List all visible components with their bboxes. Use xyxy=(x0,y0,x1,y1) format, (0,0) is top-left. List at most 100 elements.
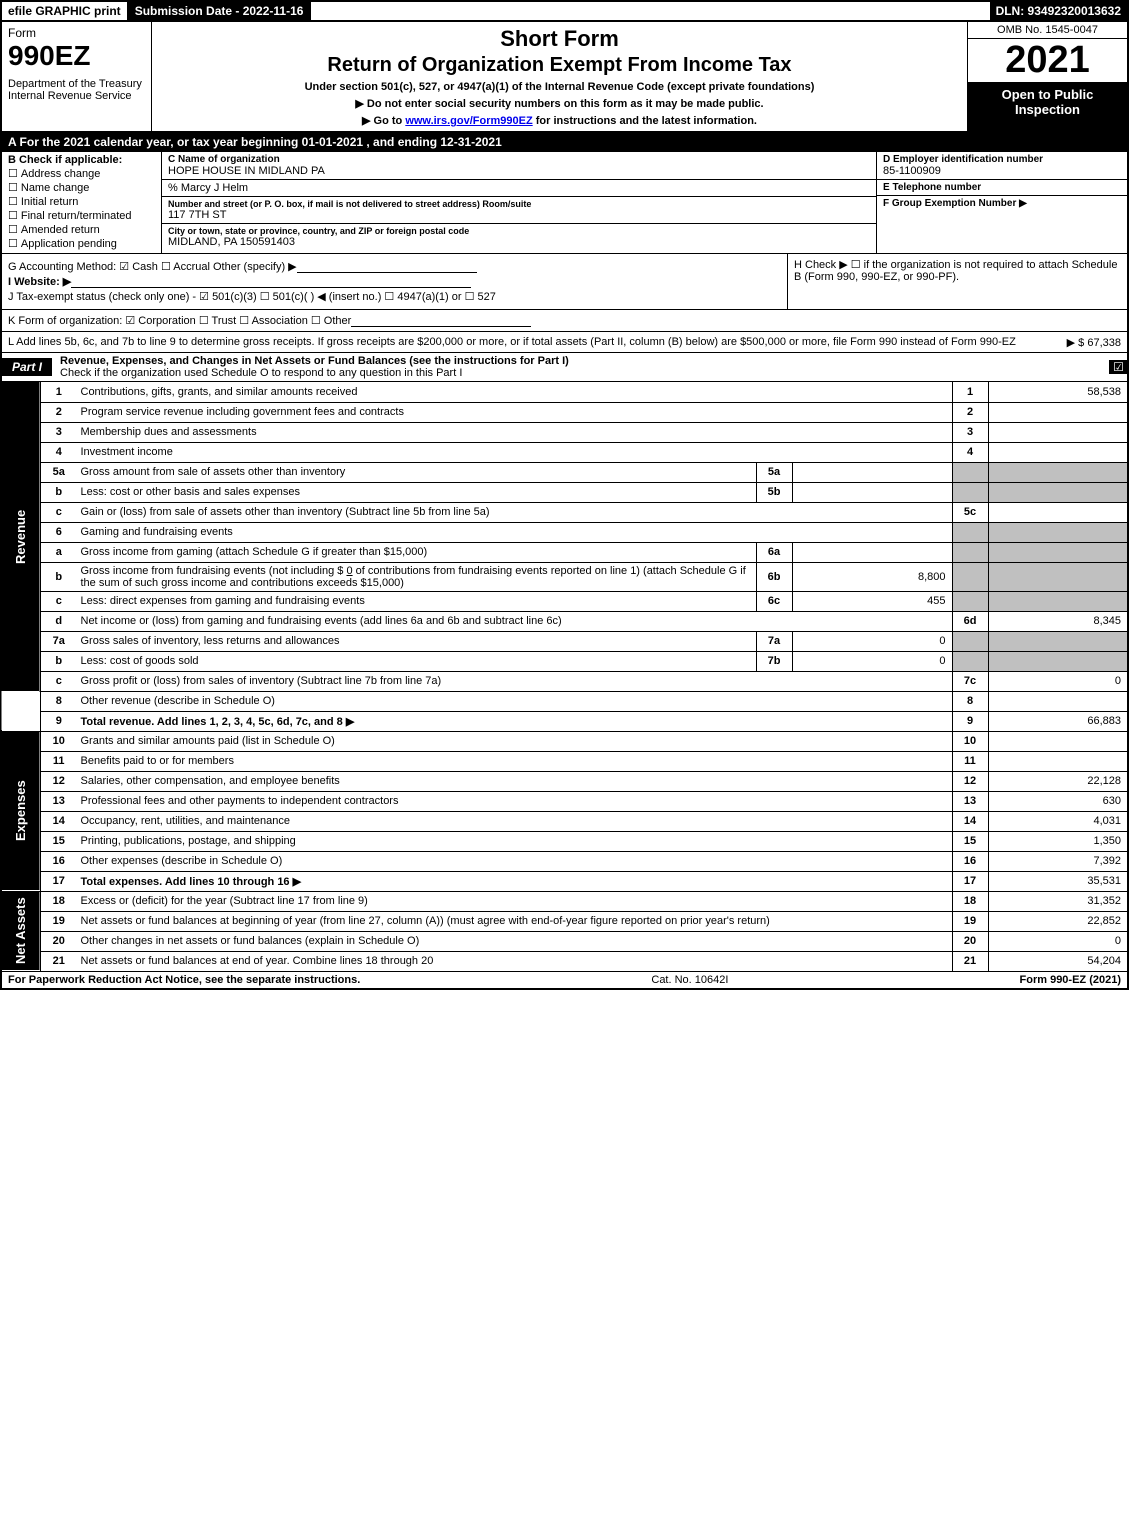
section-b-to-f: B Check if applicable: Address change Na… xyxy=(0,152,1129,254)
line-9: 9 Total revenue. Add lines 1, 2, 3, 4, 5… xyxy=(1,711,1128,731)
h-schedule-b: H Check ▶ ☐ if the organization is not r… xyxy=(787,254,1127,309)
l-text: L Add lines 5b, 6c, and 7b to line 9 to … xyxy=(8,336,1016,348)
row-a-tax-year: A For the 2021 calendar year, or tax yea… xyxy=(0,133,1129,152)
line-18: Net Assets 18 Excess or (deficit) for th… xyxy=(1,891,1128,911)
subtitle-goto: ▶ Go to www.irs.gov/Form990EZ for instru… xyxy=(160,114,959,127)
chk-final-return[interactable]: Final return/terminated xyxy=(8,209,155,222)
c-care-value: % Marcy J Helm xyxy=(168,182,870,194)
header-left: Form 990EZ Department of the Treasury In… xyxy=(2,22,152,131)
c-city-value: MIDLAND, PA 150591403 xyxy=(168,236,870,248)
line-13: 13 Professional fees and other payments … xyxy=(1,791,1128,811)
arrow-icon xyxy=(343,716,355,728)
efile-label[interactable]: efile GRAPHIC print xyxy=(2,2,129,20)
goto-post: for instructions and the latest informat… xyxy=(533,115,757,127)
d-ein-value: 85-1100909 xyxy=(883,165,1121,177)
line-2: 2 Program service revenue including gove… xyxy=(1,402,1128,422)
part-i-check[interactable]: ☑ xyxy=(1109,360,1127,374)
part-i-header: Part I Revenue, Expenses, and Changes in… xyxy=(0,353,1129,382)
arrow-icon xyxy=(290,876,302,888)
part-i-table: Revenue 1 Contributions, gifts, grants, … xyxy=(0,382,1129,972)
line-15: 15 Printing, publications, postage, and … xyxy=(1,831,1128,851)
chk-initial-return[interactable]: Initial return xyxy=(8,195,155,208)
l-gross-receipts: L Add lines 5b, 6c, and 7b to line 9 to … xyxy=(8,336,1121,348)
c-city-block: City or town, state or province, country… xyxy=(162,224,876,250)
c-street-block: Number and street (or P. O. box, if mail… xyxy=(162,197,876,224)
c-street-label: Number and street (or P. O. box, if mail… xyxy=(168,199,870,209)
row-k: K Form of organization: ☑ Corporation ☐ … xyxy=(0,310,1129,332)
line-10: Expenses 10 Grants and similar amounts p… xyxy=(1,731,1128,751)
sidelabel-revenue: Revenue xyxy=(1,382,41,691)
line-6a: a Gross income from gaming (attach Sched… xyxy=(1,542,1128,562)
line-16: 16 Other expenses (describe in Schedule … xyxy=(1,851,1128,871)
line-20: 20 Other changes in net assets or fund b… xyxy=(1,931,1128,951)
line-7a: 7a Gross sales of inventory, less return… xyxy=(1,631,1128,651)
c-name-label: C Name of organization xyxy=(168,154,870,165)
topbar-spacer xyxy=(311,2,989,20)
dept-label: Department of the Treasury Internal Reve… xyxy=(8,78,145,102)
section-ghi: G Accounting Method: ☑ Cash ☐ Accrual Ot… xyxy=(0,254,1129,310)
g-other-blank[interactable] xyxy=(297,261,477,273)
line-21: 21 Net assets or fund balances at end of… xyxy=(1,951,1128,971)
line-5a: 5a Gross amount from sale of assets othe… xyxy=(1,462,1128,482)
e-phone-label: E Telephone number xyxy=(883,182,1121,193)
title-short-form: Short Form xyxy=(160,26,959,52)
open-to-public: Open to Public Inspection xyxy=(968,83,1127,131)
g-accounting: G Accounting Method: ☑ Cash ☐ Accrual Ot… xyxy=(8,260,781,273)
line-19: 19 Net assets or fund balances at beginn… xyxy=(1,911,1128,931)
line-3: 3 Membership dues and assessments 3 xyxy=(1,422,1128,442)
line-7b: b Less: cost of goods sold 7b 0 xyxy=(1,651,1128,671)
chk-amended-return[interactable]: Amended return xyxy=(8,223,155,236)
top-bar: efile GRAPHIC print Submission Date - 20… xyxy=(0,0,1129,22)
line-1: Revenue 1 Contributions, gifts, grants, … xyxy=(1,382,1128,402)
form-number: 990EZ xyxy=(8,40,145,72)
omb-number: OMB No. 1545-0047 xyxy=(968,22,1127,39)
line-6b: b Gross income from fundraising events (… xyxy=(1,562,1128,591)
line-5c: c Gain or (loss) from sale of assets oth… xyxy=(1,502,1128,522)
header-right: OMB No. 1545-0047 2021 Open to Public In… xyxy=(967,22,1127,131)
dln-label: DLN: 93492320013632 xyxy=(990,2,1127,20)
g-text: G Accounting Method: ☑ Cash ☐ Accrual Ot… xyxy=(8,261,297,273)
tax-year: 2021 xyxy=(968,39,1127,83)
d-ein-label: D Employer identification number xyxy=(883,154,1121,165)
c-name-block: C Name of organization HOPE HOUSE IN MID… xyxy=(162,152,876,180)
c-city-label: City or town, state or province, country… xyxy=(168,226,870,236)
f-group-block: F Group Exemption Number ▶ xyxy=(877,196,1127,211)
subtitle-ssn: ▶ Do not enter social security numbers o… xyxy=(160,97,959,110)
col-b-checkboxes: B Check if applicable: Address change Na… xyxy=(2,152,162,253)
line-14: 14 Occupancy, rent, utilities, and maint… xyxy=(1,811,1128,831)
line-6: 6 Gaming and fundraising events xyxy=(1,522,1128,542)
col-d-e-f: D Employer identification number 85-1100… xyxy=(877,152,1127,253)
ghi-left: G Accounting Method: ☑ Cash ☐ Accrual Ot… xyxy=(2,254,787,309)
submission-date: Submission Date - 2022-11-16 xyxy=(129,2,312,20)
sidelabel-netassets: Net Assets xyxy=(1,891,41,971)
part-i-subtitle: Check if the organization used Schedule … xyxy=(60,367,462,379)
line-17: 17 Total expenses. Add lines 10 through … xyxy=(1,871,1128,891)
line-5b: b Less: cost or other basis and sales ex… xyxy=(1,482,1128,502)
i-website-blank[interactable] xyxy=(71,276,471,288)
irs-link[interactable]: www.irs.gov/Form990EZ xyxy=(405,115,532,127)
c-care-block: % Marcy J Helm xyxy=(162,180,876,197)
chk-name-change[interactable]: Name change xyxy=(8,181,155,194)
line-4: 4 Investment income 4 xyxy=(1,442,1128,462)
k-other-blank[interactable] xyxy=(351,315,531,327)
footer-cat-no: Cat. No. 10642I xyxy=(360,974,1019,986)
col-c-org-info: C Name of organization HOPE HOUSE IN MID… xyxy=(162,152,877,253)
k-form-org: K Form of organization: ☑ Corporation ☐ … xyxy=(8,314,1121,327)
e-phone-block: E Telephone number xyxy=(877,180,1127,196)
i-website: I Website: ▶ xyxy=(8,275,781,288)
chk-address-change[interactable]: Address change xyxy=(8,167,155,180)
goto-pre: ▶ Go to xyxy=(362,115,405,127)
chk-application-pending[interactable]: Application pending xyxy=(8,237,155,250)
d-ein-block: D Employer identification number 85-1100… xyxy=(877,152,1127,180)
header-center: Short Form Return of Organization Exempt… xyxy=(152,22,967,131)
j-tax-exempt: J Tax-exempt status (check only one) - ☑… xyxy=(8,290,781,303)
b-label: B Check if applicable: xyxy=(8,154,155,166)
line-6c: c Less: direct expenses from gaming and … xyxy=(1,591,1128,611)
line-6d: d Net income or (loss) from gaming and f… xyxy=(1,611,1128,631)
line-8: 8 Other revenue (describe in Schedule O)… xyxy=(1,691,1128,711)
line-11: 11 Benefits paid to or for members 11 xyxy=(1,751,1128,771)
subtitle-section: Under section 501(c), 527, or 4947(a)(1)… xyxy=(160,81,959,93)
part-i-tab: Part I xyxy=(2,358,52,376)
footer-form-ref: Form 990-EZ (2021) xyxy=(1020,974,1121,986)
title-return: Return of Organization Exempt From Incom… xyxy=(160,54,959,77)
